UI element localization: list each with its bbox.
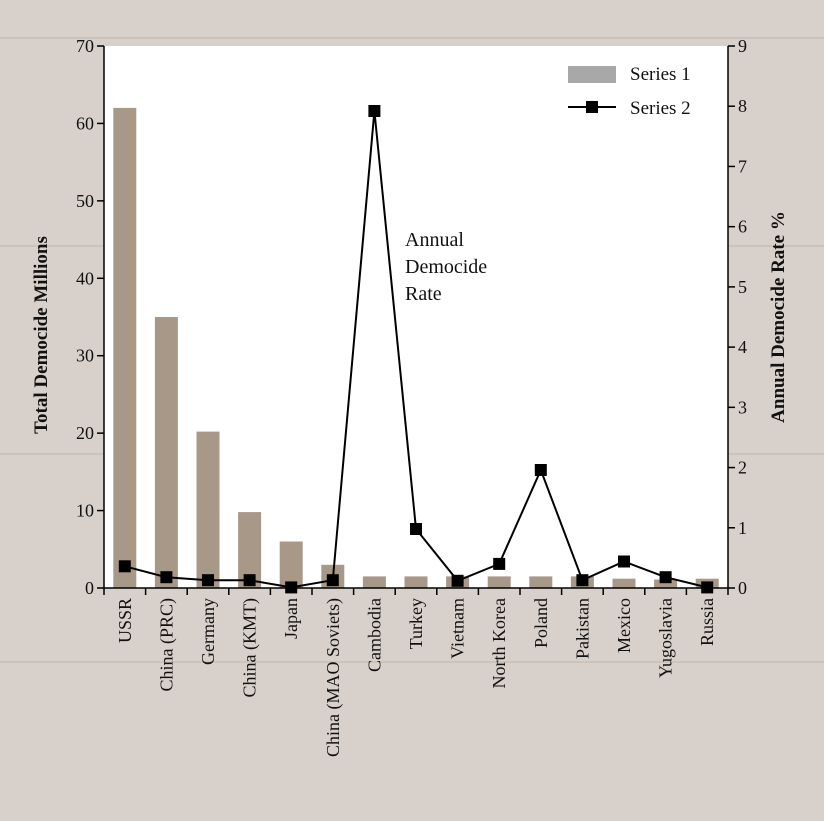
bar-mexico: [612, 578, 636, 588]
annotation-line-2: Democide: [405, 256, 487, 278]
series-2-marker: [326, 574, 339, 587]
left-tick-label: 0: [85, 578, 94, 598]
x-tick-label: USSR: [115, 598, 135, 643]
right-tick-label: 1: [738, 518, 747, 538]
right-tick-label: 7: [738, 156, 747, 176]
series-2-marker: [618, 555, 630, 568]
series-2-marker: [576, 574, 589, 587]
x-tick-label: Germany: [198, 598, 218, 665]
x-tick-label: China (PRC): [156, 598, 177, 692]
series-2-marker: [410, 523, 422, 535]
x-tick-label: North Korea: [489, 598, 509, 688]
right-tick-label: 2: [738, 458, 747, 478]
series-2-marker: [243, 574, 256, 587]
legend-marker-series-2: [586, 101, 598, 113]
right-tick-label: 6: [738, 217, 747, 237]
x-tick-label: Vietnam: [448, 598, 468, 659]
annotation-line-3: Rate: [405, 283, 442, 305]
series-2-marker: [368, 105, 381, 117]
left-axis-title: Total Democide Millions: [31, 236, 52, 434]
bar-cambodia: [362, 576, 386, 588]
left-tick-label: 30: [76, 346, 94, 366]
bar-japan: [279, 541, 303, 588]
x-tick-label: Cambodia: [364, 598, 384, 672]
x-tick-label: Poland: [531, 598, 551, 648]
right-tick-label: 5: [738, 277, 747, 297]
bar-china-prc: [154, 317, 178, 588]
x-tick-label: Japan: [281, 598, 301, 639]
left-tick-label: 10: [76, 501, 94, 521]
series-2-marker: [202, 574, 214, 587]
bar-ussr: [113, 107, 137, 589]
right-tick-label: 3: [738, 397, 747, 417]
legend-swatch-series-1: [568, 66, 616, 83]
bar-china-kmt: [238, 512, 262, 588]
right-axis-ticks: 0 1 2 3 4 5 6 7 8 9: [728, 36, 747, 598]
series-2-marker: [160, 571, 173, 584]
bar-turkey: [404, 576, 428, 588]
x-tick-label: Turkey: [406, 598, 426, 649]
left-tick-label: 20: [76, 423, 94, 443]
x-axis-ticks: USSR China (PRC) Germany China (KMT) Japan Ch…: [103, 588, 729, 757]
annotation-line-1: Annual: [405, 229, 464, 251]
x-tick-label: Russia: [697, 598, 717, 646]
legend-label-series-2: Series 2: [630, 98, 691, 119]
right-axis-title: Annual Democide Rate %: [768, 211, 789, 423]
bar-germany: [196, 431, 220, 588]
bar-north-korea: [487, 576, 511, 588]
bar-yugoslavia: [654, 579, 678, 588]
right-tick-label: 0: [738, 578, 747, 598]
right-tick-label: 8: [738, 96, 747, 116]
left-tick-label: 40: [76, 268, 94, 288]
legend: Series 1 Series 2: [568, 64, 691, 119]
left-tick-label: 50: [76, 191, 94, 211]
left-axis-ticks: 0 10 20 30 40 50 60 70: [76, 36, 104, 598]
left-tick-label: 60: [76, 113, 94, 133]
x-tick-label: Yugoslavia: [656, 598, 676, 678]
series-2-marker: [493, 557, 506, 570]
line-series: [118, 105, 714, 594]
left-tick-label: 70: [76, 36, 94, 56]
x-tick-label: Pakistan: [572, 598, 592, 659]
series-2-marker: [451, 574, 464, 587]
legend-label-series-1: Series 1: [630, 64, 691, 85]
right-tick-label: 9: [738, 36, 747, 56]
right-tick-label: 4: [738, 337, 747, 357]
series-2-marker: [118, 560, 131, 573]
series-2-marker: [659, 571, 672, 584]
bar-poland: [529, 576, 553, 588]
series-2-marker: [534, 464, 547, 476]
x-tick-label: Mexico: [614, 598, 634, 653]
x-tick-label: China (KMT): [240, 598, 261, 697]
x-tick-label: China (MAO Soviets): [323, 598, 344, 757]
